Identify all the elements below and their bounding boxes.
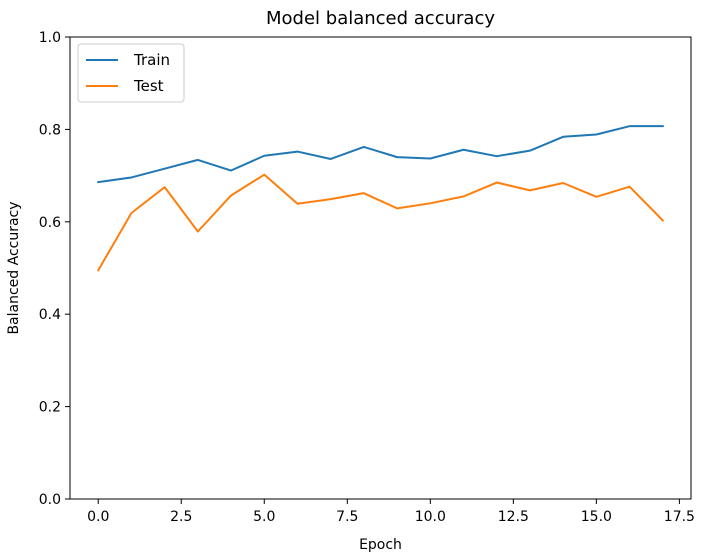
- x-tick-label: 0.0: [87, 509, 109, 525]
- legend-frame: [77, 43, 185, 103]
- x-tick-label: 17.5: [664, 509, 695, 525]
- legend-label-train: Train: [133, 51, 170, 69]
- legend-label-test: Test: [133, 77, 164, 95]
- x-tick-label: 5.0: [253, 509, 275, 525]
- y-axis-label: Balanced Accuracy: [6, 201, 22, 334]
- x-tick-label: 12.5: [498, 509, 529, 525]
- x-axis: 0.0 2.5 5.0 7.5 10.0 12.5 15.0 17.5: [87, 499, 695, 525]
- series-line-train: [97, 125, 664, 184]
- y-tick-label: 0.4: [39, 307, 61, 323]
- x-tick-label: 10.0: [415, 509, 446, 525]
- x-tick-label: 7.5: [336, 509, 358, 525]
- x-axis-label: Epoch: [359, 537, 402, 553]
- x-tick-label: 2.5: [170, 509, 192, 525]
- y-tick-label: 0.0: [39, 492, 61, 508]
- legend: Train Test: [77, 43, 185, 103]
- y-tick-label: 1.0: [39, 30, 61, 46]
- plot-area: [69, 36, 692, 500]
- y-tick-label: 0.8: [39, 122, 61, 138]
- y-tick-label: 0.6: [39, 215, 61, 231]
- chart-title: Model balanced accuracy: [266, 8, 495, 29]
- x-tick-label: 15.0: [581, 509, 612, 525]
- y-axis: 0.0 0.2 0.4 0.6 0.8 1.0: [39, 30, 70, 508]
- series-lines: [96, 125, 665, 272]
- series-line-test: [96, 173, 665, 272]
- y-tick-label: 0.2: [39, 400, 61, 416]
